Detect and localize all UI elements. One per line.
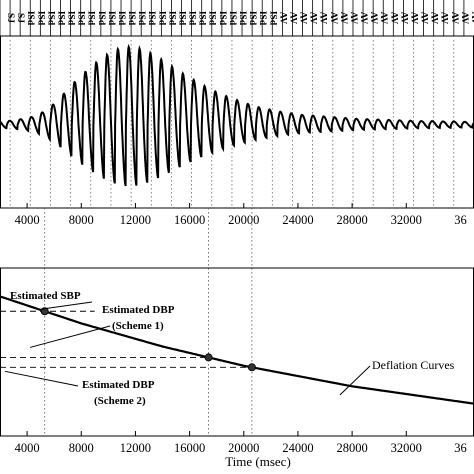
top-tick-label: 28000 [336, 213, 367, 227]
x-axis-title: Time (msec) [225, 454, 291, 469]
segment-label-strip: SJ SJ ISd ISd ISd ISd ISd ISd ISd ISd ISd ISd ISd ISd… [0, 0, 474, 37]
estimate-marker-point [204, 353, 213, 362]
bottom-panel: 4000 8000 12000 16000 20000 24000 28000 32000 36… [0, 267, 474, 469]
annotation-estimated-dbp-1: Estimated DBP [102, 304, 175, 316]
top-tick-label: 36 [454, 213, 467, 227]
sbp-leader-line [40, 301, 93, 310]
annotation-deflation-curves: Deflation Curves [372, 358, 455, 372]
annotation-estimated-dbp-2: Estimated DBP [82, 379, 155, 391]
annotation-scheme-1: (Scheme 1) [112, 320, 164, 332]
annotation-estimated-sbp: Estimated SBP [10, 290, 81, 302]
estimate-dashed-lines [0, 310, 252, 368]
top-tick-label: 24000 [282, 213, 313, 227]
top-tick-label: 12000 [120, 213, 151, 227]
bottom-x-ticks: 4000 8000 12000 16000 20000 24000 28000 32000 36 [15, 431, 467, 455]
bottom-tick-label: 36 [454, 441, 467, 455]
estimate-markers [40, 307, 256, 372]
bottom-tick-label: 24000 [282, 441, 313, 455]
bottom-tick-label: 16000 [174, 441, 205, 455]
estimate-marker-point [40, 307, 49, 316]
annotation-leader-lines [4, 301, 371, 396]
estimate-marker-point [247, 363, 256, 372]
top-tick-label: 32000 [391, 213, 422, 227]
bottom-tick-label: 32000 [391, 441, 422, 455]
deflation-leader-line [339, 365, 371, 396]
dbp1-leader-line [29, 325, 111, 348]
oscillometric-signal-line [0, 43, 474, 187]
bottom-tick-label: 8000 [69, 441, 94, 455]
top-panel: SJ SJ ISd ISd ISd ISd ISd ISd ISd ISd ISd ISd ISd ISd… [0, 0, 474, 227]
deflation-curve-line [0, 295, 474, 405]
bottom-tick-label: 20000 [228, 441, 259, 455]
bottom-tick-label: 28000 [336, 441, 367, 455]
top-tick-label: 4000 [15, 213, 40, 227]
top-tick-label: 20000 [228, 213, 259, 227]
top-tick-label: 16000 [174, 213, 205, 227]
top-x-ticks: 4000 8000 12000 16000 20000 24000 28000 32000 36 [15, 203, 467, 227]
bottom-tick-label: 12000 [120, 441, 151, 455]
annotation-scheme-2: (Scheme 2) [94, 395, 146, 407]
bottom-tick-label: 4000 [15, 441, 40, 455]
dbp2-leader-line [4, 370, 79, 387]
top-tick-label: 8000 [69, 213, 94, 227]
segment-label: AV [469, 12, 474, 25]
